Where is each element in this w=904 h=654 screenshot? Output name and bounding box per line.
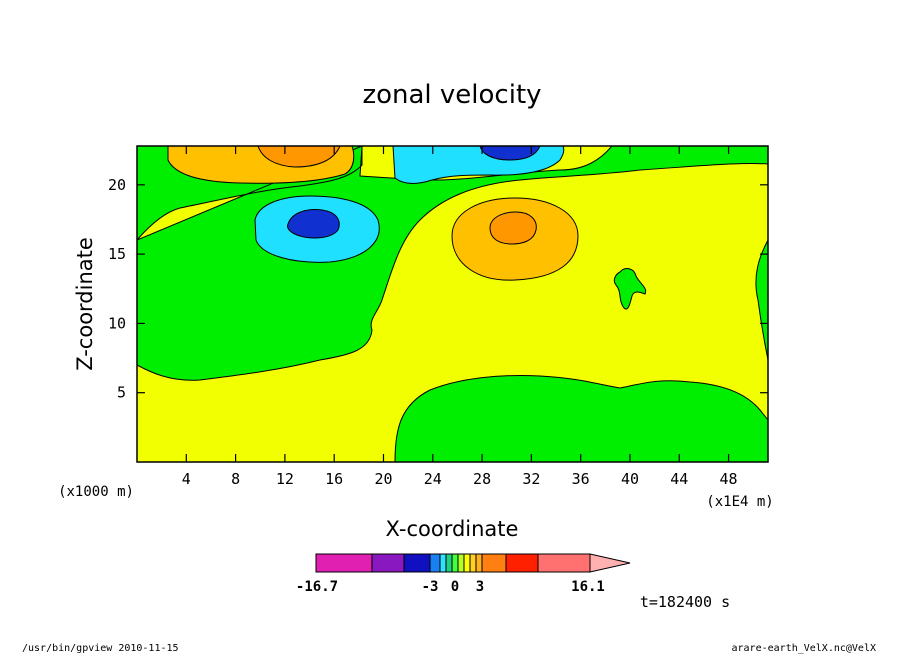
x-axis-label: X-coordinate bbox=[386, 517, 519, 541]
field-bottom-green bbox=[394, 375, 768, 462]
colorbar-swatch bbox=[429, 553, 441, 573]
colorbar-swatch bbox=[463, 553, 471, 573]
z-tick-label: 5 bbox=[117, 384, 126, 402]
colorbar-max-arrow bbox=[589, 553, 631, 573]
colorbar-mid-label-3: 3 bbox=[476, 579, 484, 595]
colorbar-swatch bbox=[505, 553, 539, 573]
colorbar-swatch bbox=[403, 553, 431, 573]
contour-fields bbox=[137, 146, 768, 462]
chart-title: zonal velocity bbox=[362, 80, 541, 110]
field-top-left-strong-pos bbox=[257, 146, 341, 168]
z-tick-label: 15 bbox=[108, 245, 126, 263]
x-tick-label: 40 bbox=[621, 470, 639, 488]
x-tick-label: 32 bbox=[522, 470, 540, 488]
z-units-label: (x1000 m) bbox=[58, 484, 134, 500]
field-top-mid-strong-neg bbox=[479, 146, 541, 161]
x-tick-label: 24 bbox=[424, 470, 442, 488]
x-tick-label: 16 bbox=[325, 470, 343, 488]
z-tick-label: 10 bbox=[108, 314, 126, 332]
colorbar-min-label: -16.7 bbox=[296, 579, 338, 595]
x-tick-label: 44 bbox=[670, 470, 688, 488]
colorbar-max-label: 16.1 bbox=[571, 579, 605, 595]
colorbar-swatch bbox=[445, 553, 453, 573]
colorbar-swatch bbox=[481, 553, 507, 573]
z-axis-ticks: 5 10 15 20 bbox=[108, 176, 768, 402]
time-label: t=182400 s bbox=[640, 593, 730, 611]
x-units-label: (x1E4 m) bbox=[706, 494, 773, 510]
plot-frame bbox=[136, 145, 769, 463]
field-mid-strong-pos-blob bbox=[489, 211, 537, 245]
footer-right: arare-earth_VelX.nc@VelX bbox=[732, 643, 877, 654]
x-tick-label: 28 bbox=[473, 470, 491, 488]
colorbar-swatch bbox=[457, 553, 465, 573]
field-left-strong-neg-blob bbox=[287, 209, 340, 239]
colorbar-swatch bbox=[469, 553, 477, 573]
field-small-green bbox=[613, 268, 647, 310]
z-tick-label: 20 bbox=[108, 176, 126, 194]
colorbar-swatch bbox=[537, 553, 591, 573]
x-tick-label: 12 bbox=[276, 470, 294, 488]
x-axis-ticks: 4 8 12 16 20 24 28 32 36 40 44 48 bbox=[182, 146, 738, 488]
colorbar-swatch bbox=[451, 553, 459, 573]
x-tick-label: 20 bbox=[374, 470, 392, 488]
footer-left: /usr/bin/gpview 2010-11-15 bbox=[22, 643, 179, 654]
colorbar-swatch bbox=[475, 553, 483, 573]
x-tick-label: 8 bbox=[231, 470, 240, 488]
colorbar-swatch bbox=[371, 553, 405, 573]
x-tick-label: 48 bbox=[720, 470, 738, 488]
x-tick-label: 36 bbox=[572, 470, 590, 488]
colorbar-swatch bbox=[315, 553, 373, 573]
colorbar bbox=[315, 553, 631, 573]
colorbar-mid-label-0: 0 bbox=[451, 579, 459, 595]
colorbar-mid-label-neg3: -3 bbox=[422, 579, 439, 595]
x-tick-label: 4 bbox=[182, 470, 191, 488]
colorbar-swatch bbox=[439, 553, 447, 573]
z-axis-label: Z-coordinate bbox=[73, 237, 97, 371]
